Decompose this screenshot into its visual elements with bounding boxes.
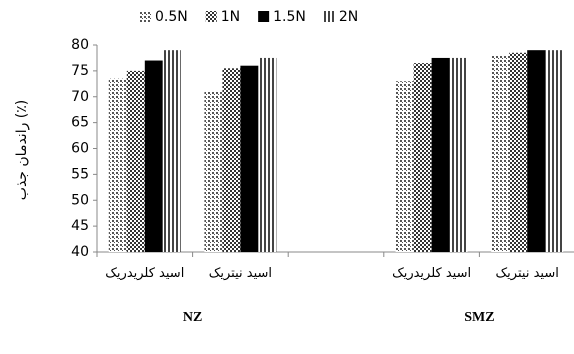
bar — [545, 50, 564, 252]
bar — [108, 78, 127, 252]
y-tick-label: 50 — [71, 192, 89, 208]
bar — [449, 57, 468, 252]
bar — [240, 65, 259, 252]
legend-swatch — [258, 11, 270, 22]
bar — [413, 63, 432, 252]
legend-swatch — [140, 11, 151, 22]
y-axis-title: راندمان جذب (٪) — [14, 100, 30, 200]
x-tick-label: اسید کلریدریک — [392, 266, 472, 281]
bar — [491, 55, 510, 252]
y-tick-label: 75 — [71, 63, 89, 79]
bar — [204, 91, 223, 252]
y-tick-label: 65 — [71, 115, 89, 131]
legend-swatch — [205, 11, 217, 22]
bar — [144, 60, 163, 253]
x-tick-label: اسید نیتریک — [208, 266, 273, 281]
bar — [431, 57, 450, 252]
y-tick-label: 55 — [71, 166, 89, 182]
x-tick-label: اسید کلریدریک — [105, 266, 185, 281]
bar — [509, 52, 528, 253]
legend-label: 2N — [339, 9, 358, 25]
legend-label: 0.5N — [155, 9, 188, 25]
y-tick-label: 60 — [71, 141, 89, 157]
y-tick-label: 40 — [71, 244, 89, 260]
bar — [258, 57, 277, 252]
bar — [222, 68, 241, 252]
bar — [527, 50, 546, 252]
legend-label: 1.5N — [273, 9, 306, 25]
y-tick-label: 45 — [71, 218, 89, 234]
legend-label: 1N — [221, 9, 240, 25]
group-label: NZ — [182, 310, 203, 325]
bar — [162, 50, 181, 252]
bar — [395, 81, 414, 252]
group-label: SMZ — [464, 310, 495, 325]
x-tick-label: اسید نیتریک — [495, 266, 559, 281]
bar — [126, 70, 145, 252]
y-tick-label: 70 — [71, 89, 89, 105]
y-tick-label: 80 — [71, 37, 89, 53]
legend-swatch — [323, 11, 335, 22]
